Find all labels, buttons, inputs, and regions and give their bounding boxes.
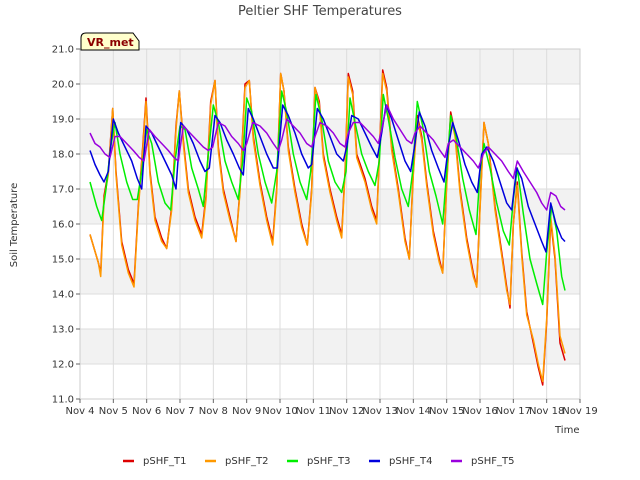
plot-band	[80, 329, 580, 364]
y-tick-label: 13.0	[52, 325, 74, 336]
x-tick-label: Nov 17	[496, 406, 531, 417]
x-axis-ticks: Nov 4 Nov 5 Nov 6 Nov 7 Nov 8 Nov 9 Nov 10Nov …	[65, 399, 598, 417]
site-badge-box	[80, 32, 140, 51]
x-tick-label: Nov 15	[429, 406, 464, 417]
y-tick-label: 16.0	[52, 220, 74, 231]
x-tick-label: Nov 12	[329, 406, 364, 417]
y-tick-label: 11.0	[52, 395, 74, 406]
x-tick-label: Nov 18	[529, 406, 564, 417]
series-line-pshf-t2	[89, 72, 566, 383]
x-tick-label: Nov 8	[199, 406, 228, 417]
series-line-pshf-t3	[89, 90, 566, 306]
site-badge: VR_met	[80, 32, 140, 51]
grid	[79, 48, 581, 400]
x-tick-label: Nov 9	[232, 406, 261, 417]
site-badge-text: VR_met	[87, 36, 134, 49]
y-tick-label: 19.0	[52, 115, 74, 126]
x-tick-label: Nov 4	[65, 406, 94, 417]
y-axis-label: Soil Temperature	[9, 183, 20, 268]
plot-band	[80, 49, 580, 84]
legend: pSHF_T1 pSHF_T2 pSHF_T3 pSHF_T4 pSHF_T5	[123, 456, 514, 467]
legend-label: pSHF_T1	[143, 456, 186, 467]
x-tick-label: Nov 6	[132, 406, 161, 417]
y-axis-ticks: 11.0 12.0 13.0 14.0 15.0 16.0 17.0 18.0 19.0 20.0…	[52, 45, 80, 406]
legend-label: pSHF_T2	[225, 456, 268, 467]
x-tick-label: Nov 16	[462, 406, 497, 417]
y-tick-label: 14.0	[52, 290, 74, 301]
y-tick-label: 12.0	[52, 360, 74, 371]
x-tick-label: Nov 13	[362, 406, 397, 417]
y-tick-label: 17.0	[52, 185, 74, 196]
y-tick-label: 21.0	[52, 45, 74, 56]
chart-title: Peltier SHF Temperatures	[238, 4, 402, 19]
x-tick-label: Nov 19	[562, 406, 597, 417]
legend-label: pSHF_T4	[389, 456, 432, 467]
series-layer	[89, 69, 566, 386]
x-tick-label: Nov 10	[262, 406, 297, 417]
series-line-pshf-t4	[89, 104, 566, 253]
x-axis-label: Time	[554, 425, 579, 436]
x-tick-label: Nov 14	[396, 406, 431, 417]
legend-label: pSHF_T3	[307, 456, 350, 467]
legend-label: pSHF_T5	[471, 456, 514, 467]
x-tick-label: Nov 5	[99, 406, 128, 417]
series-line-pshf-t5	[89, 104, 566, 211]
y-tick-label: 18.0	[52, 150, 74, 161]
y-tick-label: 20.0	[52, 80, 74, 91]
plot-band	[80, 259, 580, 294]
y-tick-label: 15.0	[52, 255, 74, 266]
x-tick-label: Nov 7	[165, 406, 194, 417]
x-tick-label: Nov 11	[296, 406, 331, 417]
